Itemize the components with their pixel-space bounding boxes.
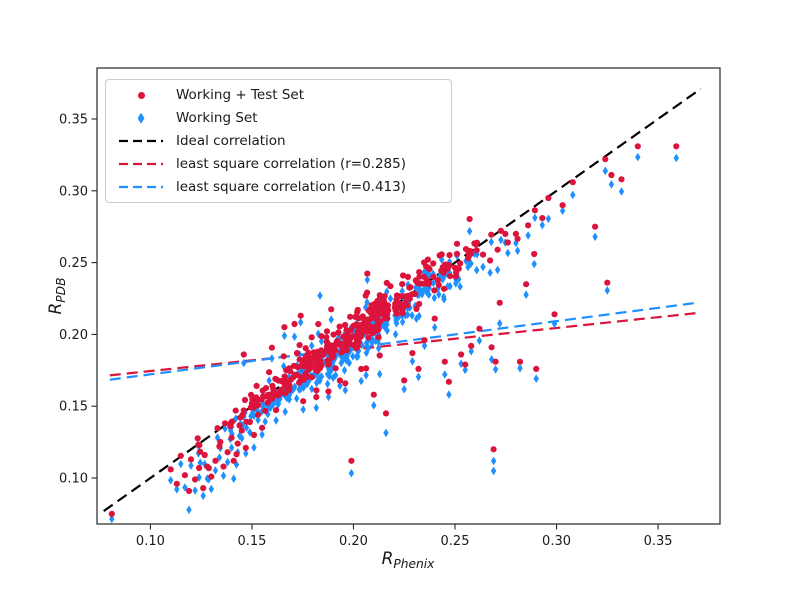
x-tick-label: 0.30 [542,534,571,549]
legend-label: Working + Test Set [176,87,304,104]
black-dashed-line-icon [119,139,163,143]
y-tick-label: 0.10 [59,472,88,487]
x-axis-label: RPhenix [382,549,435,571]
y-axis-label-subscript: PDB [54,277,69,303]
tick-marks [91,118,659,530]
legend-entry-working-set: Working Set [115,107,445,130]
y-tick-label: 0.20 [59,328,88,343]
y-axis-label-base: R [45,302,66,315]
working-test-set-points [108,143,680,517]
legend-entry-working-test-set: Working + Test Set [115,84,445,107]
x-tick-label: 0.25 [441,534,470,549]
legend: Working + Test Set Working Set Ideal cor… [105,79,452,203]
y-tick-label: 0.30 [59,184,88,199]
legend-label: least square correlation (r=0.413) [176,178,407,195]
legend-label: least square correlation (r=0.285) [176,155,407,172]
legend-label: Ideal correlation [176,132,286,149]
blue-diamond-marker-icon [137,112,145,124]
legend-entry-lsq-blue: least square correlation (r=0.413) [115,175,445,198]
red-dashed-line-icon [119,162,163,165]
legend-entry-lsq-red: least square correlation (r=0.285) [115,152,445,175]
y-tick-label: 0.35 [59,112,88,127]
x-tick-label: 0.10 [136,534,165,549]
red-dot-marker-icon [137,91,145,99]
y-tick-label: 0.15 [59,400,88,415]
y-tick-label: 0.25 [59,256,88,271]
x-axis-label-subscript: Phenix [393,557,435,572]
working-set-points [109,152,679,524]
x-tick-label: 0.20 [339,534,368,549]
y-axis-label: RPDB [46,277,68,314]
x-tick-label: 0.35 [644,534,673,549]
x-axis-tick-labels: 0.10 0.15 0.20 0.25 0.30 0.35 [136,534,673,549]
legend-label: Working Set [176,110,258,127]
plot-spines [96,67,721,525]
legend-entry-ideal-correlation: Ideal correlation [115,130,445,153]
blue-dashed-line-icon [119,185,163,188]
x-axis-label-base: R [381,548,394,569]
x-tick-label: 0.15 [237,534,266,549]
y-axis-tick-labels: 0.10 0.15 0.20 0.25 0.30 0.35 [59,112,88,486]
